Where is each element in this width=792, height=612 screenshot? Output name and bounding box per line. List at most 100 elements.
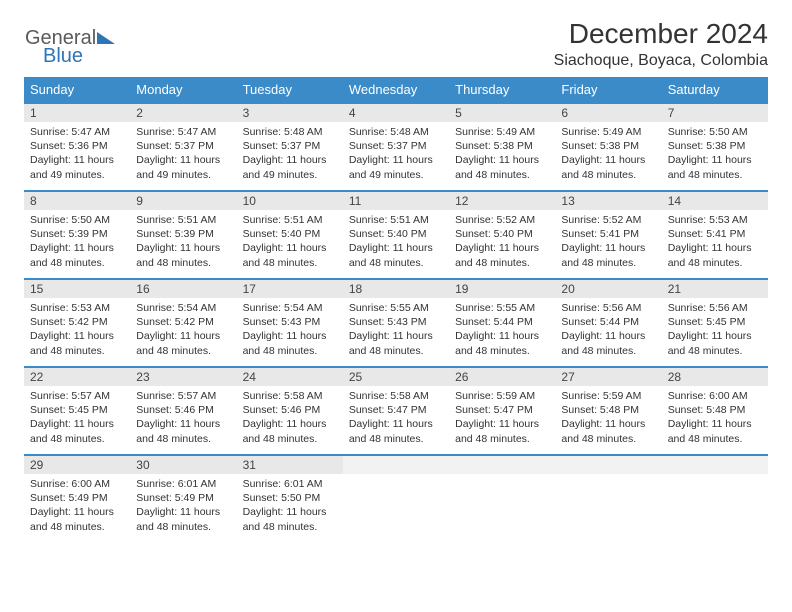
day-number-empty bbox=[662, 456, 768, 474]
day-cell: 16Sunrise: 5:54 AMSunset: 5:42 PMDayligh… bbox=[130, 279, 236, 367]
day-body: Sunrise: 5:54 AMSunset: 5:43 PMDaylight:… bbox=[237, 298, 343, 364]
calendar-table: Sunday Monday Tuesday Wednesday Thursday… bbox=[24, 77, 768, 543]
day-body: Sunrise: 5:50 AMSunset: 5:38 PMDaylight:… bbox=[662, 122, 768, 188]
day-cell: 13Sunrise: 5:52 AMSunset: 5:41 PMDayligh… bbox=[555, 191, 661, 279]
day-cell: 19Sunrise: 5:55 AMSunset: 5:44 PMDayligh… bbox=[449, 279, 555, 367]
week-row: 8Sunrise: 5:50 AMSunset: 5:39 PMDaylight… bbox=[24, 191, 768, 279]
col-sunday: Sunday bbox=[24, 77, 130, 103]
day-cell: 12Sunrise: 5:52 AMSunset: 5:40 PMDayligh… bbox=[449, 191, 555, 279]
day-body: Sunrise: 5:55 AMSunset: 5:44 PMDaylight:… bbox=[449, 298, 555, 364]
day-number: 30 bbox=[130, 456, 236, 474]
col-wednesday: Wednesday bbox=[343, 77, 449, 103]
day-cell: 21Sunrise: 5:56 AMSunset: 5:45 PMDayligh… bbox=[662, 279, 768, 367]
day-number: 23 bbox=[130, 368, 236, 386]
day-body: Sunrise: 5:58 AMSunset: 5:46 PMDaylight:… bbox=[237, 386, 343, 452]
day-cell: 4Sunrise: 5:48 AMSunset: 5:37 PMDaylight… bbox=[343, 103, 449, 191]
day-number: 10 bbox=[237, 192, 343, 210]
day-cell: 10Sunrise: 5:51 AMSunset: 5:40 PMDayligh… bbox=[237, 191, 343, 279]
day-cell: 17Sunrise: 5:54 AMSunset: 5:43 PMDayligh… bbox=[237, 279, 343, 367]
day-number: 2 bbox=[130, 104, 236, 122]
day-body: Sunrise: 5:51 AMSunset: 5:40 PMDaylight:… bbox=[343, 210, 449, 276]
day-cell: 8Sunrise: 5:50 AMSunset: 5:39 PMDaylight… bbox=[24, 191, 130, 279]
day-number: 22 bbox=[24, 368, 130, 386]
day-number: 21 bbox=[662, 280, 768, 298]
day-number: 6 bbox=[555, 104, 661, 122]
week-row: 15Sunrise: 5:53 AMSunset: 5:42 PMDayligh… bbox=[24, 279, 768, 367]
day-body: Sunrise: 5:52 AMSunset: 5:41 PMDaylight:… bbox=[555, 210, 661, 276]
day-number: 31 bbox=[237, 456, 343, 474]
day-cell: 15Sunrise: 5:53 AMSunset: 5:42 PMDayligh… bbox=[24, 279, 130, 367]
day-cell: 18Sunrise: 5:55 AMSunset: 5:43 PMDayligh… bbox=[343, 279, 449, 367]
day-body: Sunrise: 5:51 AMSunset: 5:39 PMDaylight:… bbox=[130, 210, 236, 276]
day-cell: 9Sunrise: 5:51 AMSunset: 5:39 PMDaylight… bbox=[130, 191, 236, 279]
day-body: Sunrise: 5:48 AMSunset: 5:37 PMDaylight:… bbox=[343, 122, 449, 188]
day-body: Sunrise: 6:00 AMSunset: 5:49 PMDaylight:… bbox=[24, 474, 130, 540]
day-number: 26 bbox=[449, 368, 555, 386]
day-cell: 30Sunrise: 6:01 AMSunset: 5:49 PMDayligh… bbox=[130, 455, 236, 543]
day-cell: 23Sunrise: 5:57 AMSunset: 5:46 PMDayligh… bbox=[130, 367, 236, 455]
location: Siachoque, Boyaca, Colombia bbox=[554, 52, 768, 70]
day-cell: 22Sunrise: 5:57 AMSunset: 5:45 PMDayligh… bbox=[24, 367, 130, 455]
logo-shape: General Blue bbox=[25, 26, 117, 71]
day-body: Sunrise: 5:56 AMSunset: 5:45 PMDaylight:… bbox=[662, 298, 768, 364]
day-number: 5 bbox=[449, 104, 555, 122]
day-number: 14 bbox=[662, 192, 768, 210]
logo-word2: Blue bbox=[43, 45, 83, 66]
day-number: 24 bbox=[237, 368, 343, 386]
day-body: Sunrise: 5:54 AMSunset: 5:42 PMDaylight:… bbox=[130, 298, 236, 364]
day-cell: 29Sunrise: 6:00 AMSunset: 5:49 PMDayligh… bbox=[24, 455, 130, 543]
day-body: Sunrise: 5:49 AMSunset: 5:38 PMDaylight:… bbox=[449, 122, 555, 188]
day-number-empty bbox=[449, 456, 555, 474]
logo: General Blue bbox=[24, 18, 117, 71]
day-number: 4 bbox=[343, 104, 449, 122]
day-number: 15 bbox=[24, 280, 130, 298]
day-body: Sunrise: 5:58 AMSunset: 5:47 PMDaylight:… bbox=[343, 386, 449, 452]
col-saturday: Saturday bbox=[662, 77, 768, 103]
day-cell: 11Sunrise: 5:51 AMSunset: 5:40 PMDayligh… bbox=[343, 191, 449, 279]
day-cell: 1Sunrise: 5:47 AMSunset: 5:36 PMDaylight… bbox=[24, 103, 130, 191]
day-body: Sunrise: 5:56 AMSunset: 5:44 PMDaylight:… bbox=[555, 298, 661, 364]
day-body: Sunrise: 5:50 AMSunset: 5:39 PMDaylight:… bbox=[24, 210, 130, 276]
day-body: Sunrise: 5:47 AMSunset: 5:37 PMDaylight:… bbox=[130, 122, 236, 188]
day-number: 1 bbox=[24, 104, 130, 122]
day-cell bbox=[662, 455, 768, 543]
header: General Blue December 2024 Siachoque, Bo… bbox=[24, 18, 768, 71]
day-number-empty bbox=[555, 456, 661, 474]
day-cell: 20Sunrise: 5:56 AMSunset: 5:44 PMDayligh… bbox=[555, 279, 661, 367]
week-row: 29Sunrise: 6:00 AMSunset: 5:49 PMDayligh… bbox=[24, 455, 768, 543]
day-number: 17 bbox=[237, 280, 343, 298]
day-body: Sunrise: 5:59 AMSunset: 5:47 PMDaylight:… bbox=[449, 386, 555, 452]
day-number: 16 bbox=[130, 280, 236, 298]
day-cell: 6Sunrise: 5:49 AMSunset: 5:38 PMDaylight… bbox=[555, 103, 661, 191]
day-cell: 27Sunrise: 5:59 AMSunset: 5:48 PMDayligh… bbox=[555, 367, 661, 455]
month-title: December 2024 bbox=[554, 18, 768, 50]
day-number: 25 bbox=[343, 368, 449, 386]
day-body: Sunrise: 5:57 AMSunset: 5:45 PMDaylight:… bbox=[24, 386, 130, 452]
day-body: Sunrise: 5:53 AMSunset: 5:41 PMDaylight:… bbox=[662, 210, 768, 276]
day-body: Sunrise: 5:49 AMSunset: 5:38 PMDaylight:… bbox=[555, 122, 661, 188]
day-body: Sunrise: 5:47 AMSunset: 5:36 PMDaylight:… bbox=[24, 122, 130, 188]
day-number: 27 bbox=[555, 368, 661, 386]
day-number: 18 bbox=[343, 280, 449, 298]
day-number: 19 bbox=[449, 280, 555, 298]
day-cell: 28Sunrise: 6:00 AMSunset: 5:48 PMDayligh… bbox=[662, 367, 768, 455]
col-tuesday: Tuesday bbox=[237, 77, 343, 103]
day-number: 12 bbox=[449, 192, 555, 210]
day-body: Sunrise: 5:55 AMSunset: 5:43 PMDaylight:… bbox=[343, 298, 449, 364]
day-cell: 24Sunrise: 5:58 AMSunset: 5:46 PMDayligh… bbox=[237, 367, 343, 455]
day-body: Sunrise: 5:57 AMSunset: 5:46 PMDaylight:… bbox=[130, 386, 236, 452]
day-number: 29 bbox=[24, 456, 130, 474]
day-number-empty bbox=[343, 456, 449, 474]
day-number: 8 bbox=[24, 192, 130, 210]
day-cell bbox=[449, 455, 555, 543]
day-number: 7 bbox=[662, 104, 768, 122]
day-body: Sunrise: 5:52 AMSunset: 5:40 PMDaylight:… bbox=[449, 210, 555, 276]
day-number: 11 bbox=[343, 192, 449, 210]
day-body: Sunrise: 5:59 AMSunset: 5:48 PMDaylight:… bbox=[555, 386, 661, 452]
col-monday: Monday bbox=[130, 77, 236, 103]
day-cell: 14Sunrise: 5:53 AMSunset: 5:41 PMDayligh… bbox=[662, 191, 768, 279]
title-block: December 2024 Siachoque, Boyaca, Colombi… bbox=[554, 18, 768, 70]
day-cell: 31Sunrise: 6:01 AMSunset: 5:50 PMDayligh… bbox=[237, 455, 343, 543]
day-cell: 5Sunrise: 5:49 AMSunset: 5:38 PMDaylight… bbox=[449, 103, 555, 191]
day-body: Sunrise: 6:01 AMSunset: 5:50 PMDaylight:… bbox=[237, 474, 343, 540]
